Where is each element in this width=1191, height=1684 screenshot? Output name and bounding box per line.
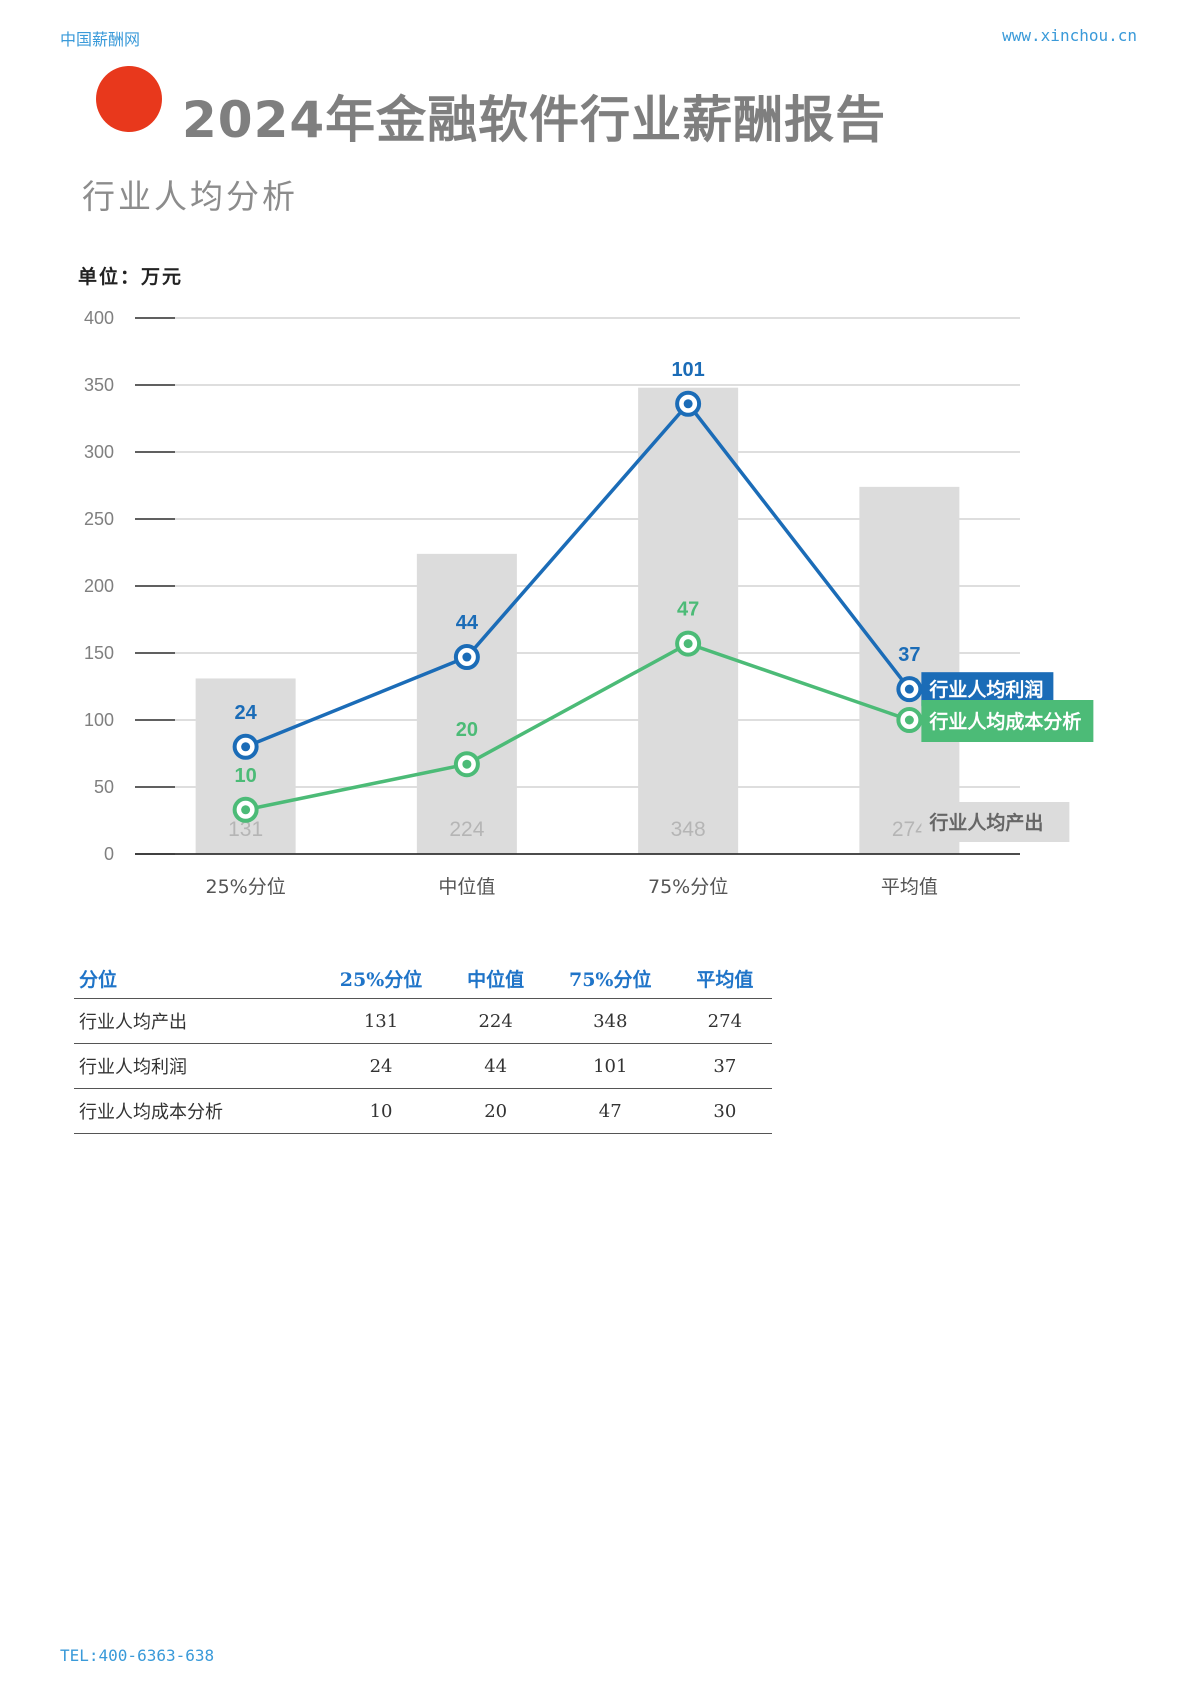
table-cell: 30 (677, 1088, 772, 1134)
data-point-core (683, 399, 693, 409)
x-tick-label: 平均值 (881, 876, 938, 898)
page-title: 2024年金融软件行业薪酬报告 (182, 91, 887, 149)
table-header-cell: 中位值 (448, 958, 543, 999)
y-tick-label: 100 (84, 710, 114, 730)
bar-value-label: 224 (449, 818, 484, 841)
series-line-行业人均成本分析 (245, 641, 910, 812)
table-cell: 10 (313, 1088, 449, 1134)
y-tick-label: 300 (84, 442, 114, 462)
data-point-core (462, 759, 472, 769)
y-tick-label: 400 (84, 308, 114, 328)
bar-value-label: 348 (671, 818, 706, 841)
site-url[interactable]: www.xinchou.cn (1002, 26, 1137, 45)
data-label: 20 (456, 719, 478, 741)
series-line-行业人均利润 (244, 401, 911, 749)
x-tick-label: 中位值 (438, 876, 495, 898)
table-cell: 44 (448, 1043, 543, 1089)
table-cell: 行业人均利润 (74, 1043, 314, 1089)
combo-chart: 0 50 100 150 200 250 300 350 400 131 224 348 274 25%分… (84, 308, 1094, 898)
table-cell: 224 (448, 998, 543, 1044)
table-row: 行业人均成本分析 10 20 47 30 (74, 1088, 772, 1134)
y-tick-label: 0 (104, 844, 114, 864)
y-tick-label: 350 (84, 375, 114, 395)
data-point-core (683, 639, 693, 649)
y-tick-label: 200 (84, 576, 114, 596)
table-header-cell: 25%分位 (313, 958, 449, 999)
bar-value-label: 131 (228, 818, 263, 841)
x-tick-label: 75%分位 (648, 876, 728, 898)
data-label: 10 (235, 765, 257, 787)
bar-行业人均产出 (416, 553, 517, 854)
title-accent-dot (96, 66, 162, 132)
table-cell: 37 (677, 1043, 772, 1089)
data-point-core (904, 684, 914, 694)
unit-label: 单位：万元 (78, 266, 184, 288)
bar-value-label: 274 (892, 818, 927, 841)
data-label: 24 (235, 702, 258, 724)
legend-cost-label: 行业人均成本分析 (928, 710, 1081, 733)
data-point-core (241, 742, 251, 752)
table-cell: 24 (313, 1043, 449, 1089)
table-header-row: 分位 25%分位 中位值 75%分位 平均值 (74, 958, 772, 999)
table-cell: 行业人均产出 (74, 998, 314, 1044)
y-tick-label: 50 (94, 777, 114, 797)
x-tick-label: 25%分位 (206, 876, 286, 898)
table-cell: 274 (677, 998, 772, 1044)
data-point-core (241, 805, 251, 815)
data-label: 37 (898, 644, 920, 666)
legend-output-label: 行业人均产出 (928, 811, 1043, 834)
site-name: 中国薪酬网 (60, 30, 141, 49)
data-table: 分位 25%分位 中位值 75%分位 平均值 行业人均产出 131 224 34… (74, 958, 772, 1134)
footer-tel: TEL:400-6363-638 (60, 1646, 215, 1665)
table-header-cell: 75%分位 (542, 958, 678, 999)
table-header-cell: 平均值 (677, 958, 772, 999)
table-row: 行业人均产出 131 224 348 274 (74, 998, 772, 1044)
data-label: 101 (671, 359, 704, 381)
y-tick-label: 250 (84, 509, 114, 529)
data-point-core (904, 715, 914, 725)
table-cell: 348 (542, 998, 678, 1044)
table-cell: 131 (313, 998, 449, 1044)
table-cell: 47 (542, 1088, 678, 1134)
data-label: 47 (677, 599, 699, 621)
bar-行业人均产出 (859, 486, 960, 854)
data-label: 44 (456, 612, 479, 634)
data-point-core (462, 652, 472, 662)
legend-profit-label: 行业人均利润 (928, 678, 1043, 701)
legend-output-box (921, 802, 1070, 842)
table-cell: 101 (542, 1043, 678, 1089)
bar-行业人均产出 (195, 678, 296, 854)
table-cell: 20 (448, 1088, 543, 1134)
section-subtitle: 行业人均分析 (82, 177, 298, 216)
table-row: 行业人均利润 24 44 101 37 (74, 1043, 772, 1089)
table-header-cell: 分位 (74, 958, 314, 999)
legend-cost-box (921, 700, 1094, 742)
bar-行业人均产出 (638, 387, 739, 854)
y-tick-label: 150 (84, 643, 114, 663)
table-cell: 行业人均成本分析 (74, 1088, 314, 1134)
